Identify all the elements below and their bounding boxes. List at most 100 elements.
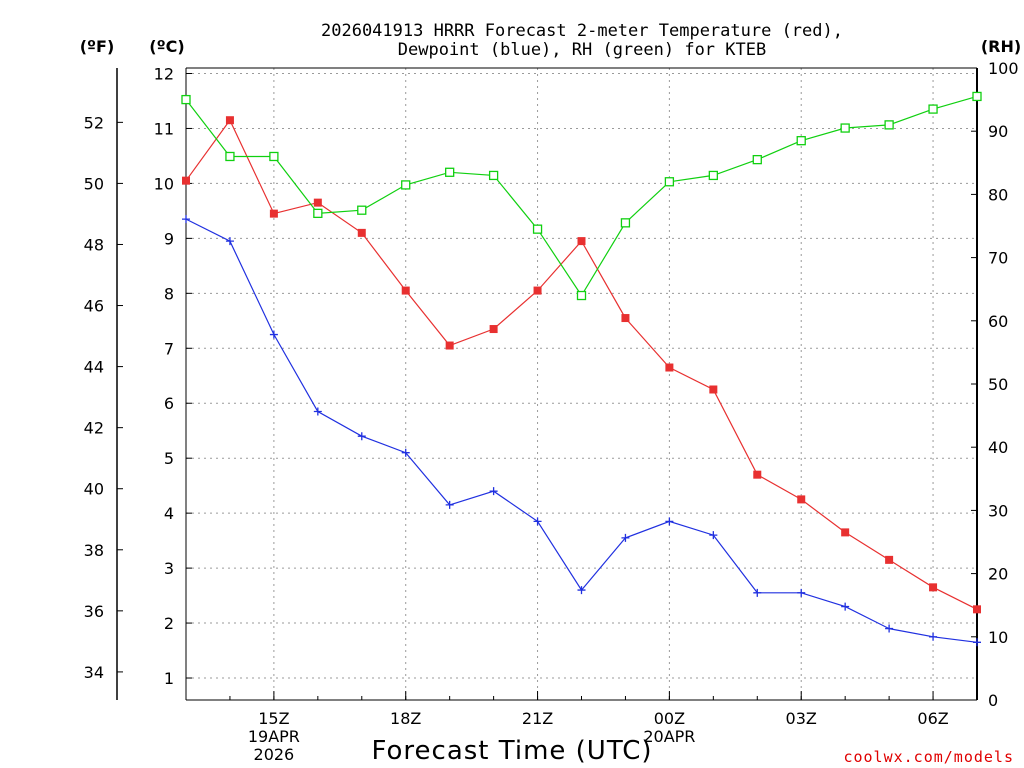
- rh-point: [181, 94, 191, 105]
- chart-title-line-2: Dewpoint (blue), RH (green) for KTEB: [398, 40, 766, 60]
- temperature-point: [621, 314, 630, 323]
- dewpoint-point: [357, 432, 366, 441]
- x-tick-label: 20APR: [643, 727, 695, 746]
- chart-title-line-1: 2026041913 HRRR Forecast 2-meter Tempera…: [321, 21, 843, 41]
- rh-point: [620, 218, 631, 228]
- series-dewpoint: [182, 215, 981, 647]
- temperature-point: [445, 341, 454, 350]
- rh-line: [185, 95, 978, 297]
- temperature-point: [753, 470, 762, 479]
- dewpoint-point: [841, 602, 850, 611]
- celsius-tick-label: 12: [154, 64, 174, 83]
- celsius-tick-label: 11: [154, 119, 174, 138]
- temperature-point: [577, 237, 586, 246]
- rh-point: [928, 104, 938, 114]
- temperature-point: [665, 363, 674, 372]
- rh-point: [488, 170, 499, 181]
- credit-text: coolwx.com/models: [843, 748, 1014, 766]
- rh-point: [225, 151, 235, 162]
- rh-tick-label: 70: [988, 249, 1008, 268]
- temperature-point: [401, 286, 410, 295]
- celsius-tick-label: 4: [164, 504, 174, 523]
- temperature-point: [797, 495, 806, 504]
- grid: [186, 68, 977, 700]
- rh-point: [576, 290, 587, 301]
- temperature-point: [709, 385, 718, 394]
- fahrenheit-tick-label: 46: [84, 297, 104, 316]
- temperature-point: [269, 209, 278, 218]
- x-tick-label: 21Z: [522, 709, 553, 728]
- celsius-tick-label: 3: [164, 559, 174, 578]
- dewpoint-point: [533, 517, 542, 526]
- celsius-tick-label: 6: [164, 394, 174, 413]
- temperature-point: [489, 325, 498, 334]
- rh-point: [269, 151, 279, 162]
- dewpoint-point: [753, 588, 762, 597]
- temperature-point: [885, 555, 894, 564]
- series: [181, 91, 982, 647]
- dewpoint-point: [489, 487, 498, 496]
- rh-point: [840, 123, 850, 133]
- celsius-tick-label: 1: [164, 669, 174, 688]
- rh-point: [445, 167, 455, 177]
- x-tick-label: 03Z: [786, 709, 817, 728]
- rh-tick-label: 20: [988, 565, 1008, 584]
- rh-point: [357, 205, 367, 215]
- temperature-point: [225, 116, 234, 125]
- series-rh: [181, 91, 982, 301]
- fahrenheit-tick-label: 38: [84, 541, 104, 560]
- x-tick-label: 2026: [254, 745, 295, 764]
- temperature-point: [313, 198, 322, 207]
- temperature-point: [182, 176, 190, 185]
- fahrenheit-tick-label: 40: [84, 480, 104, 499]
- rh-tick-label: 50: [988, 375, 1008, 394]
- rh-tick-label: 40: [988, 438, 1008, 457]
- axes: 1234567891011123436384042444648505201020…: [84, 59, 1019, 764]
- fahrenheit-tick-label: 48: [84, 235, 104, 254]
- rh-point: [884, 120, 894, 130]
- dewpoint-point: [621, 533, 630, 542]
- celsius-tick-label: 10: [154, 174, 174, 193]
- fahrenheit-tick-label: 50: [84, 174, 104, 193]
- rh-tick-label: 100: [988, 59, 1019, 78]
- rh-point: [972, 91, 982, 102]
- temperature-point: [533, 286, 542, 295]
- celsius-unit-label: (ºC): [149, 37, 184, 56]
- dewpoint-point: [797, 588, 806, 597]
- x-tick-label: 06Z: [917, 709, 948, 728]
- dewpoint-point: [709, 531, 718, 540]
- rh-tick-label: 0: [988, 691, 998, 710]
- rh-point: [796, 136, 806, 146]
- celsius-tick-label: 2: [164, 614, 174, 633]
- dewpoint-point: [929, 632, 938, 641]
- celsius-tick-label: 7: [164, 339, 174, 358]
- rh-tick-label: 80: [988, 185, 1008, 204]
- rh-point: [313, 208, 323, 219]
- temperature-point: [841, 528, 850, 537]
- dewpoint-point: [182, 215, 190, 224]
- rh-tick-label: 90: [988, 122, 1008, 141]
- fahrenheit-tick-label: 36: [84, 602, 104, 621]
- rh-tick-label: 10: [988, 628, 1008, 647]
- rh-point: [708, 170, 718, 181]
- fahrenheit-tick-label: 42: [84, 419, 104, 438]
- celsius-tick-label: 5: [164, 449, 174, 468]
- temperature-point: [973, 605, 981, 614]
- dewpoint-point: [225, 237, 234, 246]
- rh-point: [532, 224, 543, 234]
- x-tick-label: 15Z: [258, 709, 289, 728]
- dewpoint-point: [665, 517, 674, 526]
- dewpoint-point: [269, 330, 278, 339]
- fahrenheit-tick-label: 44: [84, 358, 104, 377]
- dewpoint-point: [577, 586, 586, 595]
- dewpoint-line: [185, 218, 978, 643]
- fahrenheit-tick-label: 34: [84, 663, 104, 682]
- rh-point: [752, 154, 762, 165]
- dewpoint-point: [313, 407, 322, 416]
- x-tick-label: 18Z: [390, 709, 421, 728]
- dewpoint-point: [445, 500, 454, 509]
- series-temperature: [182, 116, 981, 614]
- dewpoint-point: [973, 638, 981, 647]
- rh-unit-label: (RH): [981, 37, 1021, 56]
